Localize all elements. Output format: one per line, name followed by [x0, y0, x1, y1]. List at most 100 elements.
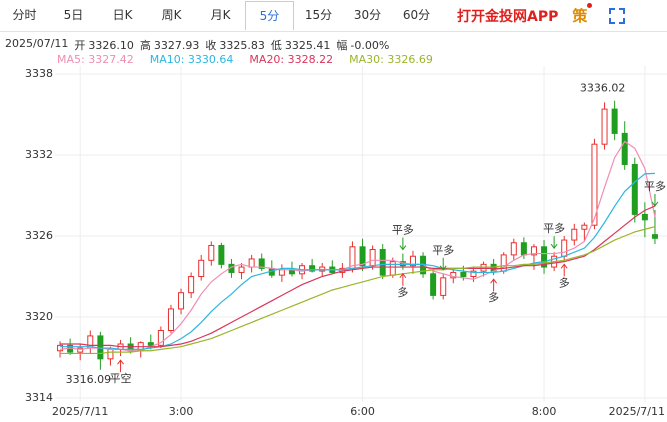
ma-line — [59, 140, 656, 352]
candle-body — [440, 277, 447, 296]
candle-body — [248, 258, 255, 268]
candle-body — [157, 330, 164, 346]
candle-body — [430, 273, 437, 296]
ma-line — [60, 226, 656, 355]
candle-body — [147, 342, 154, 346]
candle-body — [480, 263, 487, 272]
tab[interactable]: 60分 — [402, 8, 431, 22]
candle-body — [319, 266, 326, 272]
candle-body — [188, 276, 195, 294]
signal-label: 平多 — [432, 243, 454, 257]
candle-body — [409, 255, 416, 267]
signal-label: 平多 — [392, 223, 414, 237]
legend-entry: MA30: 3326.69 — [349, 53, 433, 66]
candle-body — [167, 308, 174, 331]
tab[interactable]: 5日 — [63, 8, 84, 22]
quote-value: -0.00% — [350, 39, 390, 52]
quote-label: 高 — [139, 39, 151, 52]
quote-value: 3325.41 — [284, 39, 331, 52]
quote-item: 幅 -0.00% — [336, 37, 389, 53]
candle-body — [278, 269, 285, 276]
legend: MA5: 3327.42 MA10: 3330.64 MA20: 3328.22 MA… — [57, 53, 433, 66]
candle-body — [601, 108, 608, 145]
tab-bar: 分时 5日 日K 周K 月K 5分 15分 30分 60分 打开金投网APP 策 — [0, 0, 667, 32]
tab[interactable]: 周K — [161, 8, 182, 22]
strategy-button[interactable]: 策 — [572, 3, 593, 25]
signal-label: 多 — [488, 290, 499, 304]
candle-body — [208, 244, 215, 261]
legend-entry: MA20: 3328.22 — [249, 53, 334, 66]
candle-body — [510, 242, 517, 256]
quote-label: 幅 — [336, 39, 348, 52]
quote-label: 低 — [270, 39, 282, 52]
candle-body — [309, 265, 316, 272]
candle-body — [641, 213, 648, 221]
quote-item: 高 3327.93 — [140, 37, 200, 53]
tab[interactable]: 30分 — [353, 8, 382, 22]
legend-entry: MA10: 3330.64 — [149, 53, 234, 66]
y-tick-label: 3326 — [25, 229, 53, 242]
quote-value: 3327.93 — [153, 39, 200, 52]
y-tick-label: 3320 — [25, 310, 53, 323]
ma-line — [60, 205, 656, 348]
fullscreen-button[interactable] — [609, 7, 626, 24]
x-tick-label: 2025/7/11 — [609, 405, 665, 418]
y-tick-label: 3338 — [25, 67, 53, 80]
quote-value: 3325.83 — [219, 39, 265, 52]
candle-body — [218, 244, 225, 265]
signal-arrow-head — [399, 245, 407, 251]
signal-label: 平空 — [110, 371, 132, 385]
tab[interactable]: 月K — [210, 8, 231, 22]
quote-line: 2025/07/11 开 3326.10 高 3327.93 收 3325.83 低 3325… — [5, 37, 389, 53]
quote-label: 收 — [205, 39, 217, 52]
signal-arrow-head — [550, 243, 558, 250]
candle-body — [470, 270, 477, 278]
candle-body — [581, 224, 588, 230]
candle-body — [258, 258, 265, 269]
candle-body — [530, 246, 537, 256]
y-tick-label: 3314 — [25, 391, 53, 404]
tab[interactable]: 分时 — [12, 8, 37, 22]
app-link[interactable]: 打开金投网APP — [457, 8, 559, 25]
signal-arrow-head — [490, 278, 498, 284]
tab[interactable]: 5分 — [245, 1, 294, 30]
candle-body — [238, 266, 245, 273]
quote-item: 收 3325.83 — [205, 37, 265, 53]
candle-body — [77, 347, 84, 353]
x-tick-label: 2025/7/11 — [52, 405, 108, 418]
candle-body — [460, 271, 467, 278]
candle-body — [541, 246, 548, 268]
candle-body — [651, 234, 658, 239]
candle-body — [611, 108, 618, 134]
x-tick-label: 8:00 — [532, 405, 557, 418]
quote-item: 开 3326.10 — [74, 37, 134, 53]
signal-arrow-head — [560, 263, 568, 269]
candle-body — [198, 259, 205, 277]
candle-body — [389, 261, 396, 276]
quote-date: 2025/07/11 — [5, 37, 69, 50]
candle-body — [369, 249, 376, 267]
tab[interactable]: 日K — [112, 8, 133, 22]
y-tick-label: 3332 — [25, 148, 53, 161]
candle-body — [631, 163, 638, 215]
legend-entry: MA5: 3327.42 — [57, 53, 134, 66]
x-tick-label: 6:00 — [350, 405, 375, 418]
extreme-label: 3336.02 — [580, 82, 626, 95]
tab[interactable]: 15分 — [304, 8, 333, 22]
candle-body — [591, 143, 598, 226]
candle-body — [561, 239, 568, 257]
candle-body — [178, 292, 185, 310]
candle-body — [571, 228, 578, 241]
candle-body — [379, 249, 386, 276]
signal-arrow-head — [117, 359, 124, 365]
x-tick-label: 3:00 — [169, 405, 194, 418]
signal-label: 多 — [559, 275, 570, 289]
extreme-label: 3316.09 — [66, 373, 112, 386]
quote-item: 低 3325.41 — [271, 37, 331, 53]
candle-body — [621, 132, 628, 165]
candle-body — [359, 246, 366, 267]
quote-value: 3326.10 — [88, 39, 134, 52]
candle-body — [450, 271, 457, 279]
